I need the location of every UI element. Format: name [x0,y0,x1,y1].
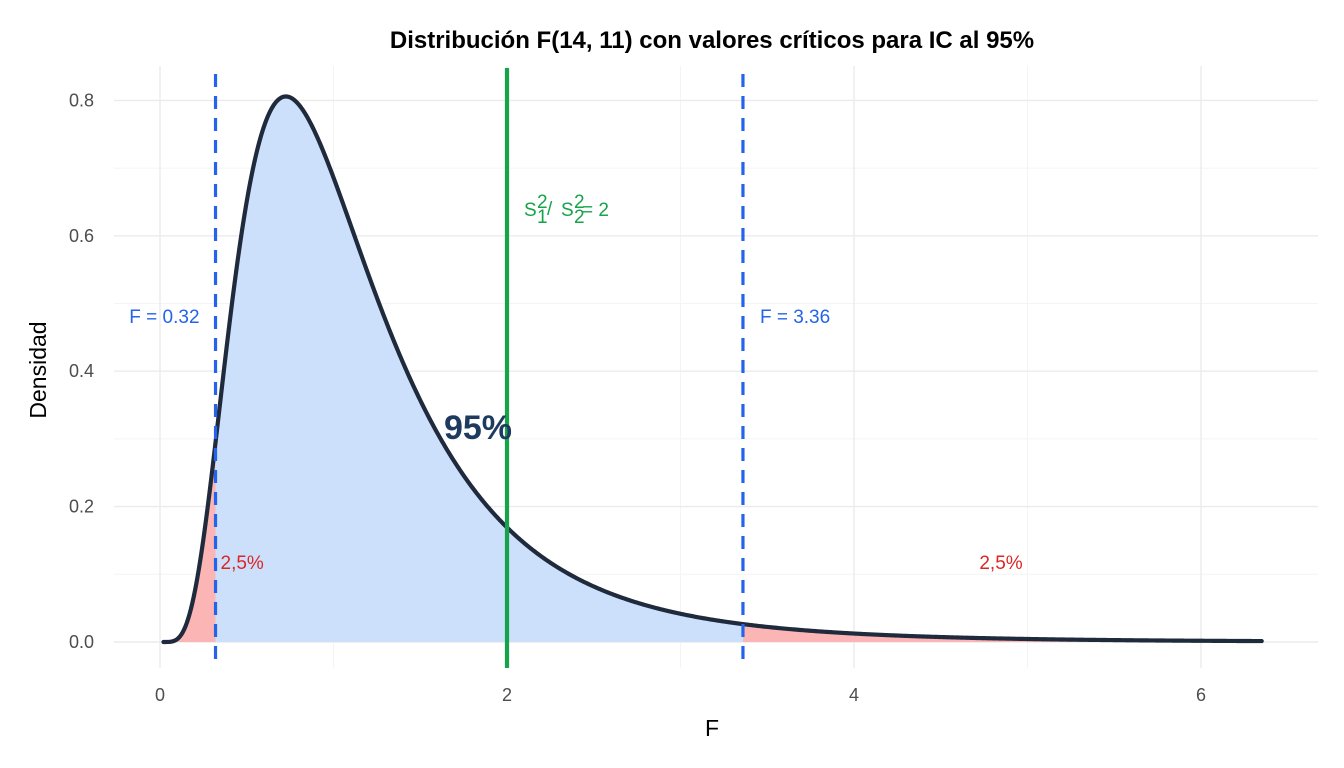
y-tick-label: 0.4 [69,361,94,381]
reference-lines [213,68,745,668]
lower-tail-label: 2,5% [221,553,264,574]
ratio-sub1: 1 [537,207,548,228]
center-region-label: 95% [444,409,512,447]
region-upper-tail [742,624,1262,642]
ratio-slash: / [547,199,553,220]
critical-label-upper: F = 3.36 [760,307,830,328]
ratio-s2: S [561,200,574,221]
y-tick-label: 0.6 [69,226,94,246]
chart-labels: F = 0.32 F = 3.362,5% 2,5%95%S 21/S 22 = 2 [129,192,1022,574]
area-fills [160,96,1262,642]
observed-ratio-label: S 21/S 22 = 2 [524,192,609,228]
ratio-sup2: 2 [574,192,585,213]
y-axis-title: Densidad [25,321,51,418]
y-tick-label: 0.0 [69,632,94,652]
region-center [215,96,743,642]
x-tick-label: 0 [155,685,165,705]
y-tick-label: 0.2 [69,497,94,517]
x-tick-label: 2 [502,685,512,705]
region-lower-tail [160,442,216,642]
density-curve-layer [161,94,1264,645]
x-tick-label: 6 [1196,685,1206,705]
upper-tail-label: 2,5% [979,553,1022,574]
x-tick-label: 4 [849,685,859,705]
ratio-equals: = 2 [582,200,609,221]
y-tick-label: 0.8 [69,90,94,110]
ratio-sub2: 2 [574,207,585,228]
ratio-s1: S [524,200,537,221]
density-curve [161,94,1264,645]
axis-ticks: 0 2 4 6 0.0 0.2 0.4 0.6 0.8 [69,90,1206,705]
critical-label-lower: F = 0.32 [129,307,199,328]
chart-title: Distribución F(14, 11) con valores críti… [390,27,1034,54]
x-axis-title: F [705,715,719,741]
ratio-sup1: 2 [537,192,548,213]
